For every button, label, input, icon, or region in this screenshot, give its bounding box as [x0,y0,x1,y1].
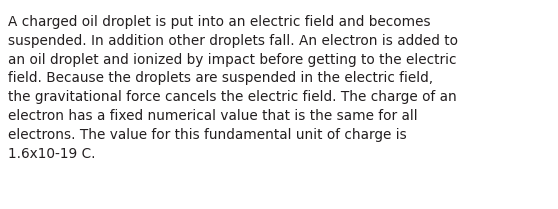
Text: A charged oil droplet is put into an electric field and becomes
suspended. In ad: A charged oil droplet is put into an ele… [8,15,458,161]
